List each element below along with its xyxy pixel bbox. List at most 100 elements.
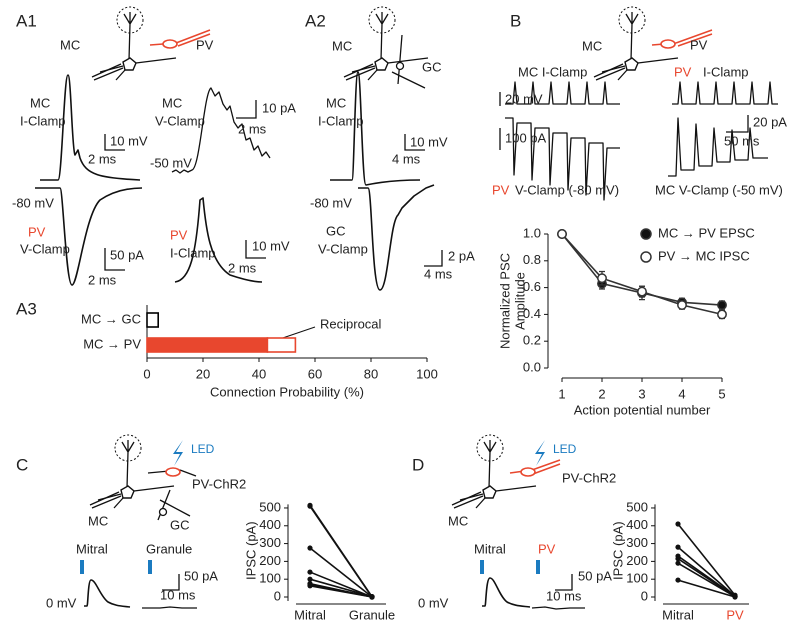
- scale-bar: [104, 134, 125, 151]
- trace-label: PV: [674, 64, 692, 79]
- scale-label: 20 mV: [505, 91, 543, 106]
- trace: [668, 117, 768, 177]
- scale-label: 50 pA: [110, 247, 144, 262]
- trace: [358, 184, 435, 291]
- legend-marker: [640, 251, 652, 263]
- x-tick-label: 0: [143, 366, 150, 381]
- trace-label: I-Clamp: [318, 113, 364, 128]
- trace-label: MC: [326, 95, 346, 110]
- y-tick-label: 0.8: [523, 252, 541, 267]
- trace-label: MC: [30, 95, 50, 110]
- scale-label: 4 ms: [392, 151, 421, 166]
- y-tick-label: 0.6: [523, 279, 541, 294]
- scale-label: 20 pA: [753, 114, 787, 129]
- condition-label: PV: [538, 541, 556, 556]
- category-label: PV: [726, 607, 744, 622]
- trace: [330, 71, 421, 186]
- cell-label: MC: [60, 37, 80, 52]
- holding-label: -80 mV: [12, 195, 54, 210]
- trace-label: GC: [326, 223, 346, 238]
- bar-segment: [146, 312, 159, 328]
- x-tick-label: 100: [416, 366, 438, 381]
- cell-process: [147, 469, 197, 521]
- y-tick-label: 100: [626, 571, 648, 586]
- led-icon: [535, 440, 545, 466]
- cell-label: PV-ChR2: [562, 470, 616, 485]
- trace-label: MC I-Clamp: [518, 64, 587, 79]
- scale-label: 10 pA: [262, 100, 296, 115]
- pair-line: [677, 579, 736, 598]
- scale-label: 2 ms: [88, 151, 117, 166]
- trace: [531, 606, 585, 610]
- scale-bar: [726, 115, 749, 133]
- scale-label: 50 pA: [578, 568, 612, 583]
- y-axis-label: Normalized PSC: [497, 253, 512, 349]
- trace-label: MC V-Clamp (-50 mV): [655, 182, 783, 197]
- pair-line: [309, 504, 373, 598]
- cell-cartoon: [343, 6, 429, 81]
- trace: [84, 579, 131, 608]
- pair-line: [677, 546, 736, 597]
- point: [675, 521, 681, 527]
- x-tick-label: 1: [558, 386, 565, 401]
- point: [369, 594, 375, 600]
- gc-soma: [158, 507, 168, 517]
- scale-label: 10 ms: [160, 587, 196, 602]
- x-tick-label: 20: [196, 366, 210, 381]
- x-tick-label: 3: [638, 386, 645, 401]
- y-tick-label: 300: [626, 535, 648, 550]
- y-tick-label: 400: [626, 517, 648, 532]
- condition-label: Granule: [146, 541, 192, 556]
- panel-label: C: [16, 455, 28, 474]
- bar-segment: [146, 337, 269, 353]
- pv-soma: [165, 467, 181, 477]
- trace: [142, 606, 197, 609]
- category-label: Mitral: [662, 607, 694, 622]
- y-tick-label: 0.0: [523, 359, 541, 374]
- scale-label: 10 ms: [546, 588, 582, 603]
- point: [732, 594, 738, 600]
- trace: [672, 81, 778, 105]
- light-pulse: [536, 560, 540, 574]
- scale-label: 10 mV: [410, 134, 448, 149]
- scale-label: 2 pA: [448, 248, 475, 263]
- trace-label: I-Clamp: [703, 64, 749, 79]
- scale-bar: [236, 100, 257, 119]
- holding-label: -80 mV: [310, 195, 352, 210]
- point: [307, 502, 313, 508]
- legend-marker: [640, 228, 652, 240]
- y-axis-label: IPSC (pA): [243, 521, 258, 580]
- light-pulse: [148, 560, 152, 574]
- trace-label: V-Clamp: [318, 241, 368, 256]
- cell-label: MC: [582, 38, 602, 53]
- y-tick-label: 0: [641, 588, 648, 603]
- point: [675, 556, 681, 562]
- x-tick-label: 60: [308, 366, 322, 381]
- point: [675, 577, 681, 583]
- scale-label: 50 pA: [184, 568, 218, 583]
- category-label: MC → PV: [83, 336, 141, 351]
- pair-line: [309, 571, 373, 598]
- marker: [717, 309, 727, 320]
- pair-line: [309, 547, 373, 598]
- x-tick-label: 5: [718, 386, 725, 401]
- gc-process: [391, 34, 426, 89]
- pv-soma: [520, 467, 536, 477]
- y-tick-label: 500: [259, 499, 281, 514]
- y-tick-label: 500: [626, 499, 648, 514]
- marker: [637, 286, 647, 297]
- scale-bar: [555, 574, 573, 591]
- x-tick-label: 40: [252, 366, 266, 381]
- cell-label: PV: [196, 37, 214, 52]
- scale-label: 2 ms: [238, 121, 267, 136]
- holding-label: -50 mV: [150, 155, 192, 170]
- pv-soma: [660, 39, 676, 49]
- panel-label: D: [412, 455, 424, 474]
- point: [307, 576, 313, 582]
- panel-label: A1: [16, 11, 37, 30]
- panel-label: A3: [16, 299, 37, 318]
- pv-soma: [162, 39, 178, 49]
- trace: [482, 577, 531, 608]
- trace-label: PV: [492, 182, 510, 197]
- led-icon: [173, 440, 183, 466]
